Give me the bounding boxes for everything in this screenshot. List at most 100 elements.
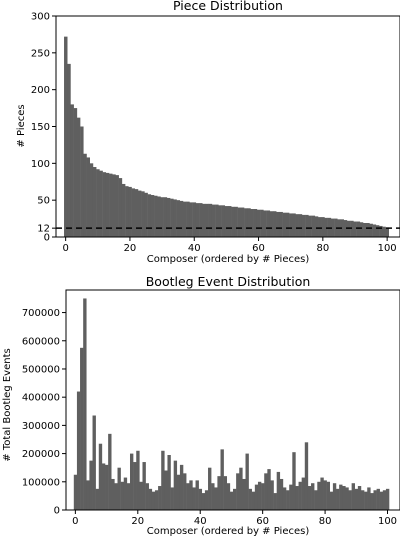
bar bbox=[73, 108, 78, 237]
bar bbox=[250, 209, 254, 237]
bar bbox=[242, 478, 246, 510]
bar bbox=[286, 490, 290, 510]
bar bbox=[345, 487, 349, 510]
bar bbox=[304, 442, 309, 510]
bar bbox=[96, 169, 100, 237]
bar bbox=[76, 391, 81, 510]
y-tick-label: 600000 bbox=[22, 336, 60, 347]
bar bbox=[342, 486, 346, 510]
bar bbox=[199, 203, 203, 237]
bar bbox=[80, 347, 84, 510]
bars-group bbox=[73, 298, 390, 510]
bar bbox=[234, 206, 238, 237]
bar bbox=[105, 172, 110, 237]
bar bbox=[126, 483, 131, 510]
bar bbox=[276, 471, 281, 510]
bar bbox=[128, 186, 132, 237]
bar bbox=[220, 449, 224, 510]
y-tick-label: 300000 bbox=[22, 421, 60, 432]
bar bbox=[320, 477, 324, 510]
x-axis-label: Composer (ordered by # Pieces) bbox=[147, 254, 310, 265]
bar bbox=[102, 172, 107, 237]
bar bbox=[292, 213, 296, 237]
bar bbox=[118, 178, 123, 237]
x-tick-label: 80 bbox=[316, 243, 329, 254]
bar bbox=[360, 490, 365, 510]
bar bbox=[379, 491, 384, 510]
bar bbox=[189, 202, 193, 237]
bar bbox=[363, 223, 367, 237]
bar bbox=[192, 487, 196, 510]
bar bbox=[289, 484, 293, 510]
bar bbox=[121, 183, 126, 237]
bars-group bbox=[64, 36, 389, 238]
bar bbox=[198, 488, 203, 510]
bar bbox=[356, 221, 361, 237]
y-tick-label: 150 bbox=[31, 122, 50, 133]
bar bbox=[131, 188, 136, 237]
bar bbox=[167, 455, 171, 510]
y-tick-label: 0 bbox=[44, 233, 50, 244]
bar bbox=[256, 209, 261, 237]
bar bbox=[89, 163, 94, 237]
bar bbox=[317, 481, 321, 510]
x-tick-label: 0 bbox=[62, 243, 68, 254]
bar bbox=[123, 477, 128, 510]
bar bbox=[147, 194, 152, 237]
bar bbox=[182, 201, 187, 237]
bar bbox=[318, 217, 322, 237]
bar bbox=[292, 452, 296, 510]
bar bbox=[269, 211, 274, 237]
bar bbox=[114, 483, 118, 510]
bar bbox=[92, 167, 97, 237]
bar bbox=[336, 488, 340, 510]
bar bbox=[298, 214, 303, 237]
bar bbox=[282, 212, 287, 237]
bar bbox=[134, 189, 139, 237]
bar bbox=[224, 206, 229, 237]
bar bbox=[179, 464, 184, 510]
bar bbox=[105, 464, 109, 510]
bar bbox=[99, 170, 103, 237]
y-tick-label: 0 bbox=[54, 506, 60, 517]
bar bbox=[323, 480, 327, 510]
x-tick-label: 60 bbox=[256, 516, 269, 527]
bar bbox=[354, 488, 359, 510]
bar bbox=[372, 224, 377, 237]
y-tick-label: 100000 bbox=[22, 477, 60, 488]
bar bbox=[301, 214, 306, 237]
bar bbox=[223, 476, 228, 510]
bar bbox=[115, 175, 119, 237]
bar bbox=[254, 484, 259, 510]
bar bbox=[98, 443, 103, 510]
bar bbox=[382, 226, 386, 237]
bar bbox=[86, 157, 90, 237]
bar bbox=[289, 213, 293, 237]
bar bbox=[239, 467, 243, 510]
bar bbox=[204, 490, 209, 510]
bar bbox=[376, 488, 380, 510]
bar bbox=[70, 104, 74, 238]
bar bbox=[279, 478, 284, 510]
bar bbox=[379, 225, 383, 237]
bar bbox=[267, 469, 271, 510]
bar bbox=[257, 481, 262, 510]
bar bbox=[195, 203, 200, 237]
bar bbox=[311, 483, 315, 510]
bar bbox=[332, 483, 337, 510]
bar bbox=[145, 483, 149, 510]
bar bbox=[305, 214, 309, 237]
bar bbox=[95, 488, 100, 510]
bar bbox=[176, 474, 181, 510]
bar bbox=[205, 203, 209, 237]
y-tick-label: 200000 bbox=[22, 449, 60, 460]
bootleg-event-distribution-chart: Bootleg Event Distribution # Total Bootl… bbox=[2, 274, 400, 537]
bar bbox=[186, 201, 190, 237]
bar bbox=[334, 218, 338, 237]
bar bbox=[83, 298, 87, 510]
bar bbox=[218, 205, 222, 237]
bar bbox=[133, 462, 137, 510]
y-tick-label: 500000 bbox=[22, 364, 60, 375]
bar bbox=[202, 203, 206, 237]
bar bbox=[260, 209, 264, 237]
